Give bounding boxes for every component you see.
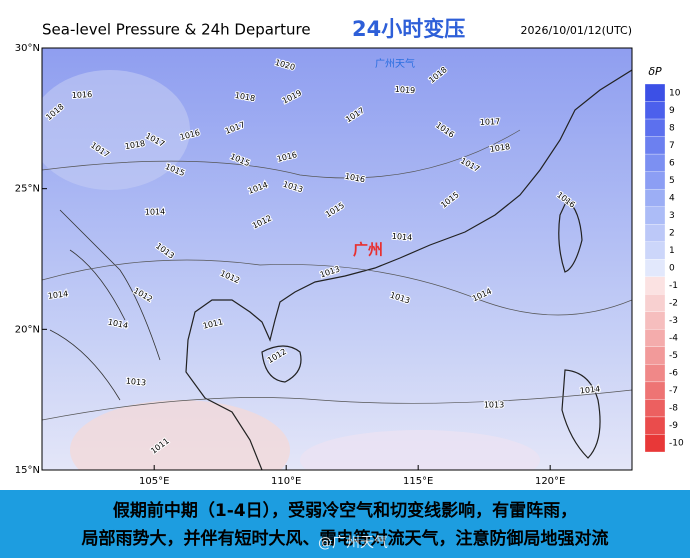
- map-figure: Sea-level Pressure & 24h Departure 24小时变…: [15, 17, 684, 487]
- terrain-contours: [49, 209, 161, 401]
- isobar-label: 1014: [579, 384, 600, 395]
- x-tick-label: 105°E: [139, 476, 169, 487]
- map-title: Sea-level Pressure & 24h Departure: [42, 21, 311, 39]
- city-label: 广州: [353, 241, 383, 259]
- colorbar-label: δP: [648, 65, 662, 78]
- y-tick-label: 20°N: [15, 324, 40, 335]
- departure-area: [42, 70, 190, 190]
- colorbar-cell: [644, 434, 666, 453]
- colorbar-cell: [644, 188, 666, 207]
- colorbar-tick-label: 2: [669, 228, 675, 238]
- isobar-label: 1014: [391, 232, 412, 243]
- colorbar-tick-label: -10: [669, 439, 684, 449]
- y-tick-label: 15°N: [15, 465, 40, 476]
- caption-line: 假期前中期（1-4日），受弱冷空气和切变线影响，有雷阵雨，: [112, 501, 578, 521]
- taiwan-coast: [558, 199, 583, 273]
- colorbar-tick-label: -5: [669, 351, 678, 361]
- colorbar-cell: [644, 294, 666, 312]
- isobar-label: 1014: [47, 289, 68, 300]
- x-tick-label: 110°E: [271, 476, 301, 487]
- coastline: [185, 69, 632, 470]
- caption-watermark: @广州天气: [318, 535, 388, 551]
- colorbar-cell: [644, 118, 666, 137]
- colorbar-cell: [644, 206, 666, 225]
- colorbar-tick-label: 4: [669, 193, 675, 203]
- colorbar-tick-label: -8: [669, 404, 678, 414]
- departure-area: [300, 430, 540, 470]
- colorbar-cell: [644, 171, 666, 190]
- colorbar-tick-label: 1: [669, 246, 675, 256]
- colorbar-tick-label: -7: [669, 386, 678, 396]
- colorbar-tick-label: -3: [669, 316, 678, 326]
- colorbar-cell: [644, 241, 666, 260]
- logo-watermark: 广州天气: [375, 57, 415, 70]
- y-tick-label: 25°N: [15, 184, 40, 195]
- colorbar-tick-label: 5: [669, 176, 675, 186]
- map-title-cn: 24小时变压: [352, 17, 465, 41]
- isobar-label: 1016: [72, 90, 93, 100]
- isobar-label: 1018: [124, 139, 146, 151]
- colorbar-cell: [644, 346, 666, 365]
- colorbar-cell: [644, 311, 666, 330]
- y-tick-label: 30°N: [15, 43, 40, 54]
- isobar-label: 1019: [395, 85, 416, 95]
- colorbar-cell: [644, 364, 666, 383]
- colorbar-cell: [644, 276, 666, 295]
- caption-band: [0, 490, 690, 558]
- caption-line: 局部雨势大，并伴有短时大风、雷电等对流天气，注意防御局地强对流: [81, 529, 609, 549]
- map-time: 2026/10/01/12(UTC): [521, 24, 633, 37]
- colorbar-tick-label: 3: [669, 211, 675, 221]
- colorbar-tick-label: -6: [669, 369, 678, 379]
- isobar-label: 1013: [484, 401, 504, 410]
- colorbar-cell: [644, 259, 666, 277]
- isobar-lines: [42, 129, 632, 421]
- colorbar-tick-label: -4: [669, 334, 678, 344]
- isobar-label: 1014: [145, 207, 166, 216]
- colorbar-cell: [644, 416, 666, 435]
- hainan-coast: [261, 345, 302, 383]
- colorbar-tick-label: -2: [669, 299, 678, 309]
- colorbar-tick-label: 7: [669, 141, 675, 151]
- colorbar-tick-label: 6: [669, 158, 675, 168]
- isobar-label: 1017: [480, 117, 501, 127]
- colorbar-cell: [644, 101, 666, 120]
- colorbar-tick-label: 10: [669, 88, 681, 98]
- colorbar-cell: [644, 83, 666, 102]
- x-tick-label: 120°E: [535, 476, 565, 487]
- colorbar-cell: [644, 329, 666, 348]
- map-frame: [41, 47, 633, 471]
- colorbar-cell: [644, 399, 666, 418]
- colorbar-tick-label: 9: [669, 106, 675, 116]
- colorbar-tick-label: 8: [669, 123, 675, 133]
- isobar-label: 1013: [125, 376, 146, 387]
- colorbar-tick-label: 0: [669, 264, 675, 274]
- colorbar-cell: [644, 224, 666, 242]
- colorbar-cell: [644, 153, 666, 172]
- colorbar-cell: [644, 381, 666, 400]
- colorbar-tick-label: -1: [669, 281, 678, 291]
- colorbar-tick-label: -9: [669, 421, 678, 431]
- isobar-label: 1018: [489, 142, 510, 154]
- x-tick-label: 115°E: [403, 476, 433, 487]
- luzon-coast: [561, 369, 601, 459]
- colorbar-cell: [644, 136, 666, 155]
